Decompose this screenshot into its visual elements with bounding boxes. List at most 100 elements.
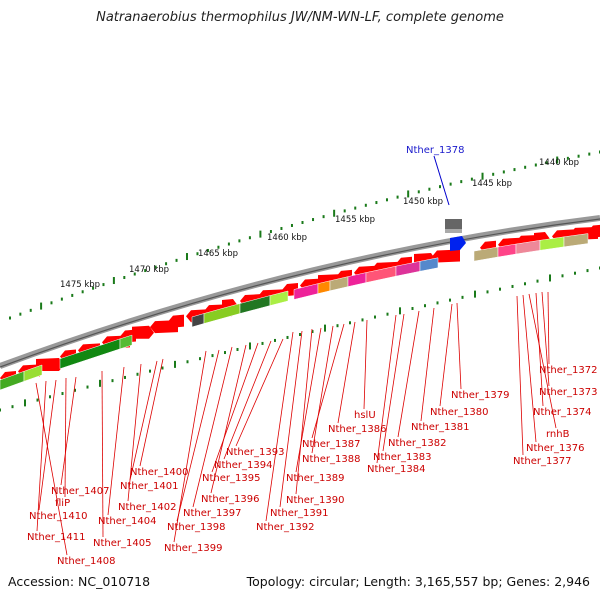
inner-dot — [186, 360, 189, 364]
gene-arrow — [36, 357, 64, 371]
scale-dot — [449, 182, 452, 186]
scale-dot — [19, 312, 22, 316]
leader-line — [311, 323, 345, 439]
inner-major-tick — [99, 379, 101, 387]
scale-ruler — [9, 150, 600, 320]
scale-dot — [312, 218, 315, 222]
scale-dot — [470, 177, 473, 181]
inner-dot — [311, 330, 314, 334]
leader-line — [376, 314, 397, 464]
scale-dot — [396, 195, 399, 199]
gene-label: Nther_1396 — [201, 494, 259, 505]
feature-block — [563, 233, 589, 248]
highlighted-gene[interactable]: Nther_1378 — [406, 145, 466, 251]
gene-label: Nther_1388 — [302, 454, 360, 465]
gene-label: Nther_1400 — [130, 467, 188, 478]
gene-labels: Nther_1372 Nther_1373 Nther_1374 rnhB Nther_… — [27, 365, 597, 567]
scale-dot — [60, 297, 63, 301]
leader-line — [337, 321, 356, 424]
leader-line — [439, 303, 453, 407]
leader-line — [522, 294, 537, 443]
inner-dot — [224, 351, 226, 355]
gene-label: rnhB — [546, 429, 570, 440]
gene-label: Nther_1411 — [27, 532, 85, 543]
inner-dot — [111, 379, 114, 383]
inner-dot — [336, 324, 339, 328]
gene-label: Nther_1372 — [539, 365, 597, 376]
gene-label: Nther_1380 — [430, 407, 488, 418]
scale-dot — [175, 258, 178, 262]
scale-dot — [269, 230, 272, 234]
inner-dot — [586, 269, 589, 273]
gene-label: Nther_1386 — [328, 424, 386, 435]
inner-dot — [124, 375, 126, 379]
inner-dot — [36, 398, 39, 402]
gene-label: Nther_1408 — [57, 556, 115, 567]
inner-major-tick — [474, 290, 476, 298]
scale-dot — [343, 209, 346, 213]
inner-dot — [136, 372, 139, 376]
scale-dot — [81, 290, 84, 294]
feature-blocks — [0, 233, 589, 391]
gene-arrow — [168, 314, 184, 328]
inner-dot — [436, 301, 439, 305]
scale-label-1465: 1465 kbp — [198, 249, 238, 259]
gene-label: Nther_1376 — [526, 443, 584, 454]
leader-line — [420, 307, 435, 422]
leader-line — [173, 350, 207, 543]
inner-dot — [349, 321, 351, 325]
leader-line — [127, 363, 142, 502]
scale-dot — [524, 165, 527, 169]
gene-label: Nther_1404 — [98, 516, 156, 527]
feature-block — [473, 246, 499, 262]
leader-line — [139, 358, 164, 467]
inner-dot — [236, 347, 239, 351]
inner-dot — [411, 307, 414, 311]
scale-dot — [9, 316, 11, 320]
feature-block — [23, 364, 43, 382]
gene-arrow — [132, 325, 154, 339]
gene-label: Nther_1379 — [451, 390, 509, 401]
leader-line — [541, 291, 550, 387]
scale-dot — [513, 168, 516, 172]
inner-dot — [149, 369, 151, 373]
gene-label: Nther_1395 — [202, 473, 260, 484]
leader-line — [295, 328, 313, 495]
scale-dot — [460, 180, 463, 184]
scale-major-tick — [481, 172, 484, 180]
leader-line — [35, 382, 68, 556]
scale-label-1440: 1440 kbp — [539, 158, 579, 168]
gene-label: fliP — [55, 498, 70, 509]
inner-dot — [299, 333, 301, 336]
scale-dot — [92, 286, 95, 290]
inner-dot — [199, 357, 201, 361]
inner-dot — [461, 295, 464, 299]
gene-arrow — [588, 224, 600, 238]
gene-label: Nther_1373 — [539, 387, 597, 398]
scale-dot — [217, 245, 220, 249]
leader-line — [456, 302, 462, 390]
scale-dot — [227, 242, 230, 246]
gene-label: Nther_1398 — [167, 522, 225, 533]
inner-major-tick — [549, 274, 551, 282]
inner-dot — [211, 354, 214, 358]
scale-dot — [588, 152, 591, 156]
inner-dot — [61, 392, 64, 396]
inner-dot — [286, 335, 289, 339]
inner-major-tick — [24, 399, 26, 407]
scale-dot — [154, 265, 157, 269]
scale-label-1470: 1470 kbp — [129, 265, 169, 275]
feature-block — [419, 257, 439, 272]
gene-label: Nther_1390 — [286, 495, 344, 506]
scale-major-tick — [259, 230, 262, 238]
scale-dot — [196, 252, 199, 256]
inner-dot — [449, 298, 451, 302]
gene-label: Nther_1374 — [533, 407, 591, 418]
leader-line — [107, 366, 125, 516]
scale-major-tick — [556, 156, 559, 164]
feature-block — [119, 334, 133, 350]
scale-dot — [566, 156, 569, 160]
gene-label: Nther_1397 — [183, 508, 241, 519]
gene-label: Nther_1387 — [302, 439, 360, 450]
